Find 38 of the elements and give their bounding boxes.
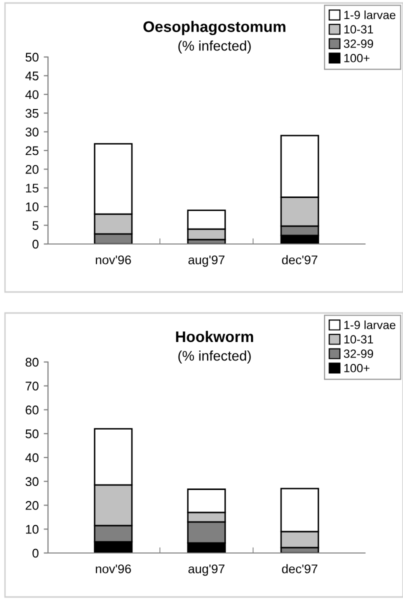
legend-label: 1-9 larvae (344, 320, 396, 330)
x-tick-label: aug'97 (188, 255, 224, 267)
y-tick-label: 50 (26, 429, 38, 438)
y-tick-label: 30 (26, 477, 38, 486)
chart-subtitle: (% infected) (178, 350, 251, 364)
y-tick-label: 10 (26, 202, 38, 212)
y-tick-label: 15 (26, 184, 38, 193)
y-tick-label: 80 (26, 358, 38, 367)
x-tick-label: nov'96 (96, 255, 131, 264)
y-tick-label: 50 (26, 52, 38, 62)
legend-label: 1-9 larvae (344, 10, 396, 20)
chart-subtitle: (% infected) (178, 40, 251, 54)
y-tick-label: 0 (32, 548, 38, 558)
y-tick-label: 0 (32, 240, 38, 249)
y-tick-label: 40 (25, 453, 38, 462)
y-tick-label: 20 (26, 165, 38, 174)
y-tick-label: 20 (26, 501, 38, 510)
chart-title: Oesophagostomum (143, 20, 286, 36)
y-tick-label: 40 (25, 90, 38, 100)
legend-label: 10-31 (344, 25, 374, 34)
y-tick-label: 10 (26, 524, 38, 534)
legend-label: 100+ (344, 54, 370, 62)
x-tick-label: nov'96 (96, 564, 131, 574)
x-tick-label: dec'97 (282, 255, 318, 264)
y-tick-label: 35 (26, 108, 38, 118)
legend-label: 32-99 (344, 350, 374, 358)
y-tick-label: 5 (32, 221, 38, 230)
legend-label: 100+ (344, 364, 370, 372)
x-tick-label: dec'97 (282, 564, 318, 574)
legend-label: 10-31 (344, 335, 374, 344)
legend-label: 32-99 (344, 40, 374, 48)
y-tick-label: 30 (26, 128, 38, 136)
chart-title: Hookworm (176, 330, 254, 342)
y-tick-label: 45 (25, 72, 38, 80)
x-tick-label: aug'97 (188, 564, 224, 576)
y-tick-label: 60 (26, 406, 38, 414)
y-tick-label: 25 (26, 146, 38, 156)
y-tick-label: 70 (26, 382, 38, 391)
